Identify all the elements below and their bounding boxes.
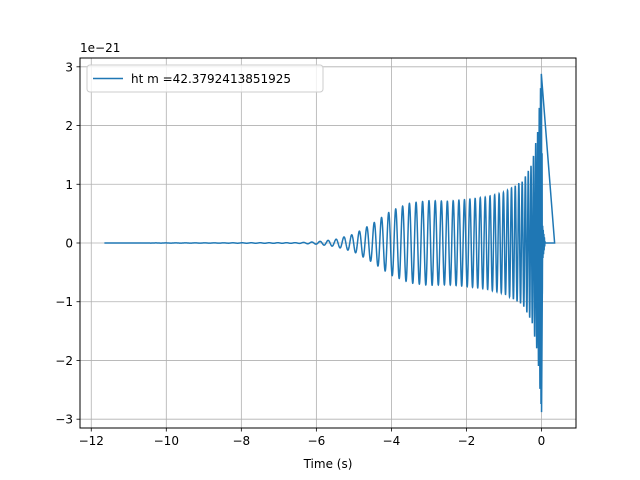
y-tick-label: 0 [65, 237, 73, 251]
x-tick-label: −12 [79, 434, 104, 448]
y-tick-label: −3 [55, 413, 73, 427]
x-tick-label: −8 [232, 434, 250, 448]
y-tick-label: −1 [55, 295, 73, 309]
x-axis: −12 −10 −8 −6 −4 −2 0 [79, 428, 546, 448]
x-axis-label: Time (s) [303, 457, 353, 471]
y-tick-label: 3 [65, 60, 73, 74]
x-tick-label: −6 [308, 434, 326, 448]
series-line [104, 73, 556, 413]
x-tick-label: −2 [458, 434, 476, 448]
x-tick-label: 0 [538, 434, 546, 448]
legend-label: ht m =42.3792413851925 [131, 72, 291, 86]
y-tick-label: −2 [55, 354, 73, 368]
y-axis: −3 −2 −1 0 1 2 3 [55, 60, 80, 427]
x-tick-label: −4 [383, 434, 401, 448]
x-tick-label: −10 [154, 434, 179, 448]
plot-area [104, 73, 556, 413]
y-offset-text: 1e−21 [80, 41, 120, 55]
legend: ht m =42.3792413851925 [86, 64, 324, 93]
legend-box [86, 64, 324, 93]
y-tick-label: 2 [65, 119, 73, 133]
y-tick-label: 1 [65, 178, 73, 192]
